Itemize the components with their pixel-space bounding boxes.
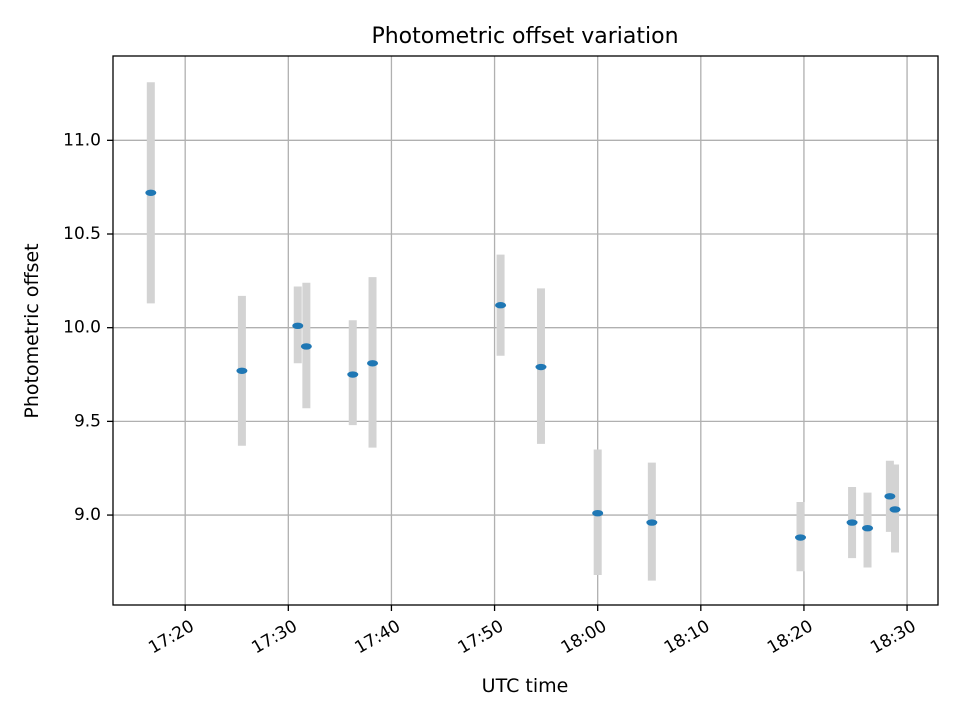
x-tick-label: 17:40 [352, 616, 404, 658]
data-point [535, 363, 547, 371]
data-point [846, 519, 858, 526]
x-tick-label: 18:10 [661, 616, 713, 658]
x-axis-label: UTC time [482, 675, 569, 697]
x-axis: 17:20 17:30 17:40 17:50 18:00 18:10 18:20 18:30 [145, 605, 920, 658]
y-tick-label: 11.0 [63, 130, 101, 150]
y-tick-label: 10.5 [63, 224, 101, 244]
data-point [495, 302, 507, 309]
y-tick-label: 9.5 [74, 411, 101, 431]
x-tick-label: 17:50 [455, 616, 507, 658]
x-tick-label: 17:20 [145, 616, 197, 658]
y-tick-label: 9.0 [74, 505, 101, 525]
x-tick-label: 18:30 [867, 616, 919, 658]
data-points [145, 189, 901, 541]
grid [113, 56, 938, 605]
x-tick-label: 17:30 [248, 616, 300, 658]
data-point [347, 371, 359, 378]
data-point [889, 506, 901, 513]
data-point [592, 509, 604, 517]
data-point [795, 534, 806, 541]
data-point [862, 524, 874, 532]
data-point [300, 343, 312, 350]
chart-title: Photometric offset variation [371, 24, 678, 49]
data-point [145, 189, 157, 196]
data-point [884, 493, 896, 500]
plot-frame [112, 55, 939, 606]
y-tick-label: 10.0 [63, 318, 101, 338]
error-bars [146, 82, 900, 581]
data-point [292, 322, 304, 330]
x-tick-label: 18:20 [764, 616, 816, 658]
y-axis-label: Photometric offset [21, 243, 43, 418]
x-tick-label: 18:00 [558, 616, 610, 658]
y-axis: 9.0 9.5 10.0 10.5 11.0 [63, 130, 113, 525]
data-point [236, 367, 248, 374]
data-point [367, 360, 379, 367]
data-point [646, 519, 658, 526]
